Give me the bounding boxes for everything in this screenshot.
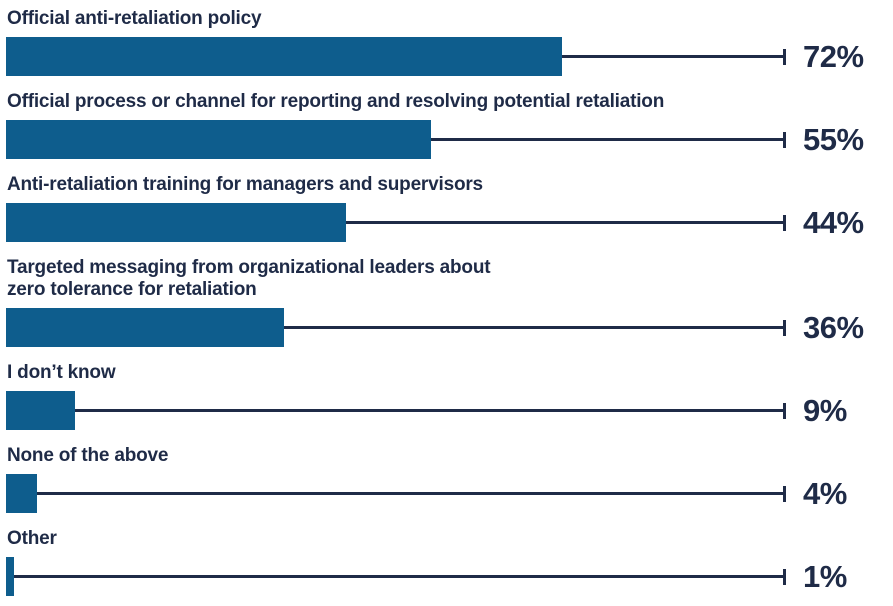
whisker-tick: [783, 132, 786, 148]
whisker-tick: [783, 569, 786, 585]
category-label: I don’t know: [7, 362, 893, 384]
chart-row: I don’t know 9%: [6, 362, 893, 430]
bar: [6, 37, 562, 76]
bar-track: 72%: [6, 37, 893, 76]
category-label-line: Anti-retaliation training for managers a…: [7, 174, 483, 195]
value-label: 4%: [803, 475, 847, 511]
category-label-line: None of the above: [7, 445, 169, 466]
category-label-line: Official anti-retaliation policy: [7, 8, 262, 29]
chart-row: Official anti-retaliation policy 72%: [6, 8, 893, 76]
category-label-line: Targeted messaging from organizational l…: [7, 257, 491, 278]
category-label: Official anti-retaliation policy: [7, 8, 893, 30]
whisker-tick: [783, 215, 786, 231]
whisker-tick: [783, 320, 786, 336]
category-label: Anti-retaliation training for managers a…: [7, 174, 893, 196]
chart-row: Official process or channel for reportin…: [6, 91, 893, 159]
value-label: 44%: [803, 204, 864, 240]
bar: [6, 203, 346, 242]
bar: [6, 391, 75, 430]
category-label-line: I don’t know: [7, 362, 116, 383]
whisker-tick: [783, 486, 786, 502]
whisker-line: [431, 138, 783, 141]
value-label: 72%: [803, 38, 864, 74]
value-label: 55%: [803, 121, 864, 157]
whisker-line: [562, 55, 783, 58]
value-label: 9%: [803, 392, 847, 428]
bar: [6, 308, 284, 347]
whisker-line: [284, 326, 783, 329]
chart-row: Targeted messaging from organizational l…: [6, 257, 893, 347]
value-label: 36%: [803, 309, 864, 345]
category-label: Targeted messaging from organizational l…: [7, 257, 893, 301]
bar-track: 1%: [6, 557, 893, 596]
category-label-line: Official process or channel for reportin…: [7, 91, 665, 112]
category-label: Other: [7, 528, 893, 550]
chart-row: None of the above 4%: [6, 445, 893, 513]
whisker-tick: [783, 49, 786, 65]
bar-track: 36%: [6, 308, 893, 347]
whisker-line: [346, 221, 783, 224]
whisker-line: [37, 492, 783, 495]
whisker-line: [14, 575, 783, 578]
bar: [6, 557, 14, 596]
bar: [6, 120, 431, 159]
category-label: None of the above: [7, 445, 893, 467]
bar-track: 55%: [6, 120, 893, 159]
bar-track: 4%: [6, 474, 893, 513]
chart-row: Anti-retaliation training for managers a…: [6, 174, 893, 242]
category-label-line: zero tolerance for retaliation: [7, 279, 257, 300]
whisker-line: [75, 409, 783, 412]
bar: [6, 474, 37, 513]
bar-track: 9%: [6, 391, 893, 430]
category-label: Official process or channel for reportin…: [7, 91, 893, 113]
chart-row: Other 1%: [6, 528, 893, 596]
category-label-line: Other: [7, 528, 57, 549]
bar-track: 44%: [6, 203, 893, 242]
value-label: 1%: [803, 558, 847, 594]
whisker-tick: [783, 403, 786, 419]
